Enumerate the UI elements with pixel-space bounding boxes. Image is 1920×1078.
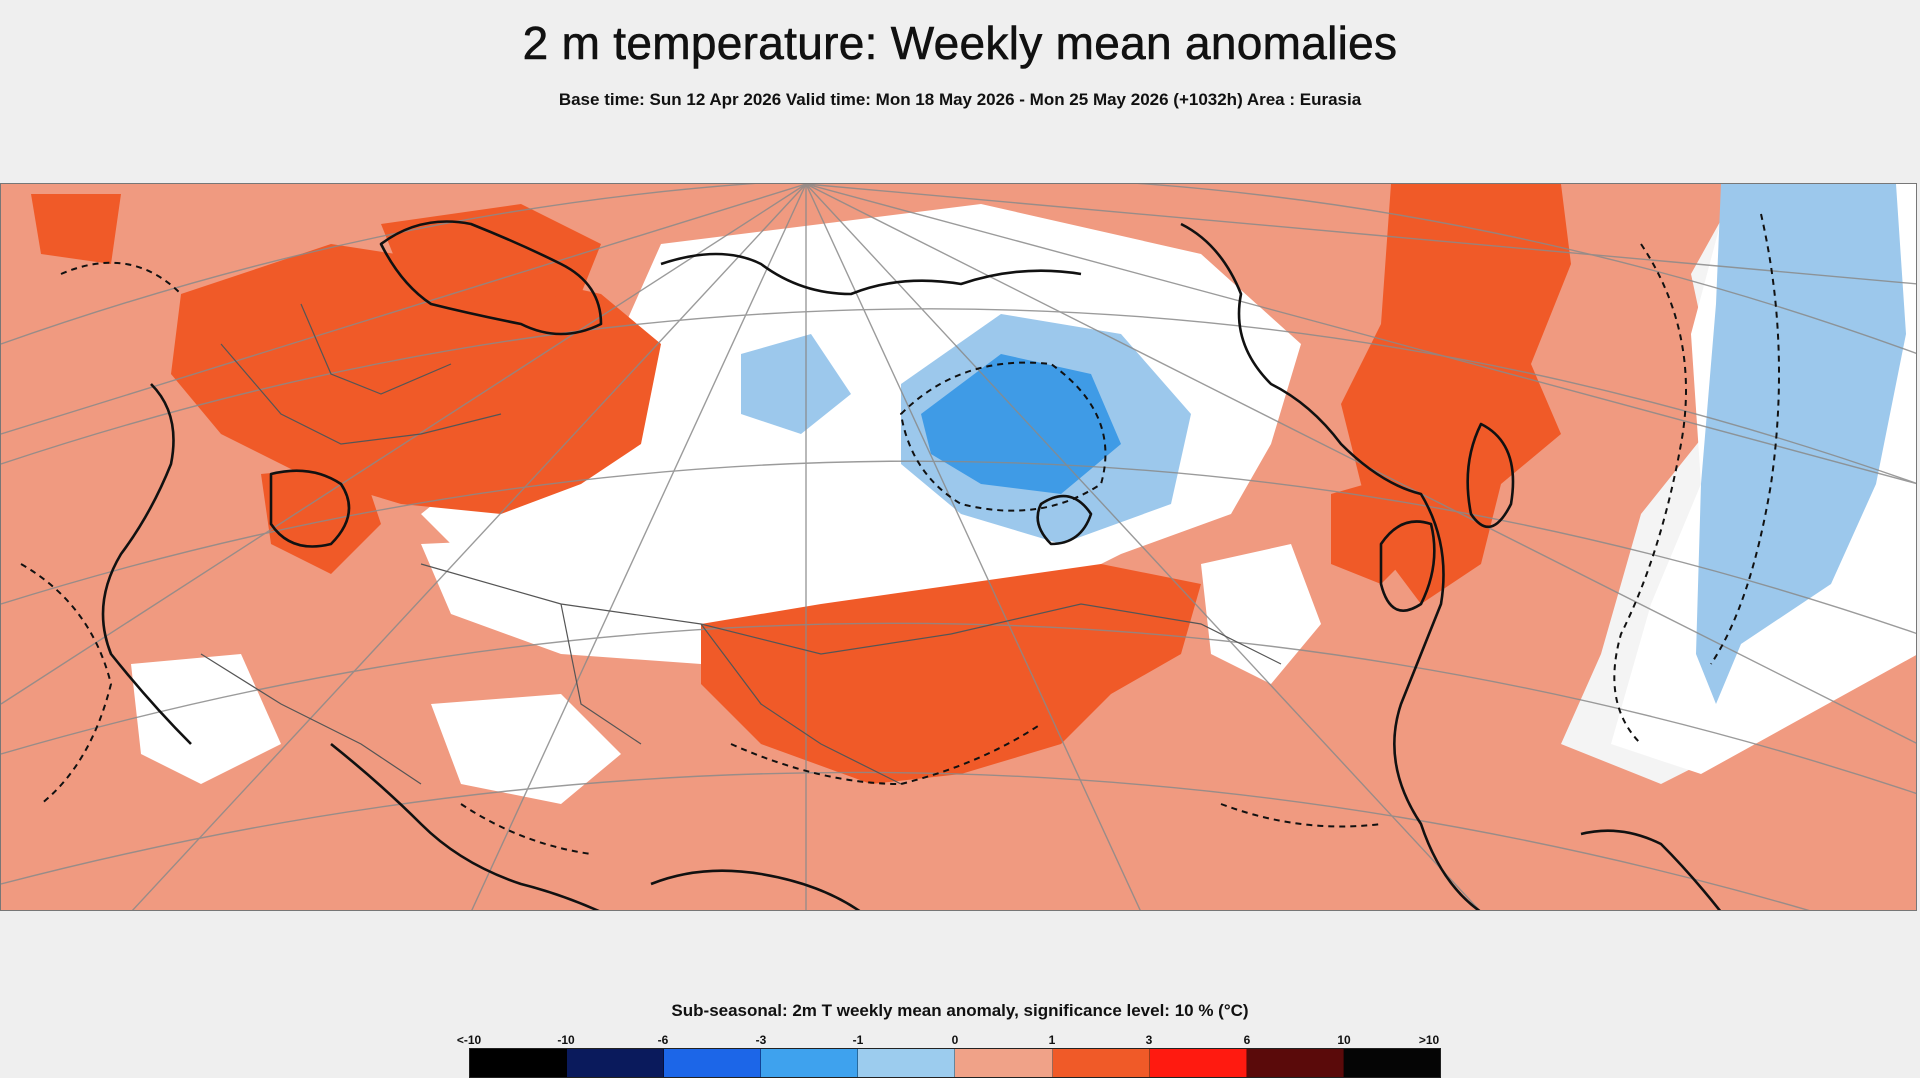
legend-label: 6 — [1243, 1033, 1251, 1047]
strong-warm-china — [701, 564, 1201, 784]
chart-subtitle: Base time: Sun 12 Apr 2026 Valid time: M… — [558, 90, 1362, 109]
legend-color-cell — [858, 1049, 956, 1077]
legend-title: Sub-seasonal: 2m T weekly mean anomaly, … — [671, 1001, 1249, 1020]
neutral-india — [431, 694, 621, 804]
legend-labels: <-10 -10 -6 -3 -1 0 1 3 6 10 >10 — [457, 1033, 1441, 1047]
legend-color-cell — [567, 1049, 665, 1077]
legend-label: 10 — [1337, 1033, 1351, 1047]
legend-color-cell — [1149, 1049, 1247, 1077]
legend-label: >10 — [1418, 1033, 1440, 1047]
legend-color-cell — [664, 1049, 762, 1077]
neutral-middle-east — [131, 654, 281, 784]
legend-color-cell — [1246, 1049, 1344, 1077]
coastlines — [101, 220, 1722, 910]
legend-color-cell — [955, 1049, 1053, 1077]
legend-label: -1 — [852, 1033, 864, 1047]
graticule — [1, 184, 1916, 910]
legend-label: -6 — [657, 1033, 669, 1047]
strong-warm-nw-europe — [31, 194, 121, 264]
legend-color-cell — [470, 1049, 568, 1077]
legend-label: 3 — [1145, 1033, 1153, 1047]
strong-warm-black-sea — [261, 464, 381, 574]
strong-warm-scandinavia — [381, 204, 601, 304]
legend-label: 0 — [951, 1033, 959, 1047]
cool-anomaly-west-siberia — [741, 334, 851, 434]
legend-color-cell — [1343, 1049, 1440, 1077]
cool-anomaly-siberia-core — [921, 354, 1121, 494]
cool-anomaly-pacific-core — [1696, 184, 1906, 704]
significance-contours — [20, 213, 1780, 855]
legend-label: <-10 — [456, 1033, 482, 1047]
legend-label: -3 — [755, 1033, 767, 1047]
legend-label: -10 — [557, 1033, 575, 1047]
legend-color-cell — [761, 1049, 859, 1077]
legend-color-bar — [469, 1048, 1441, 1078]
country-borders — [200, 303, 1282, 785]
color-legend: <-10 -10 -6 -3 -1 0 1 3 6 10 >10 — [457, 1033, 1441, 1078]
chart-title: 2 m temperature: Weekly mean anomalies — [522, 17, 1398, 70]
legend-label: 1 — [1048, 1033, 1056, 1047]
legend-color-cell — [1052, 1049, 1150, 1077]
eurasia-anomaly-map — [0, 183, 1917, 911]
